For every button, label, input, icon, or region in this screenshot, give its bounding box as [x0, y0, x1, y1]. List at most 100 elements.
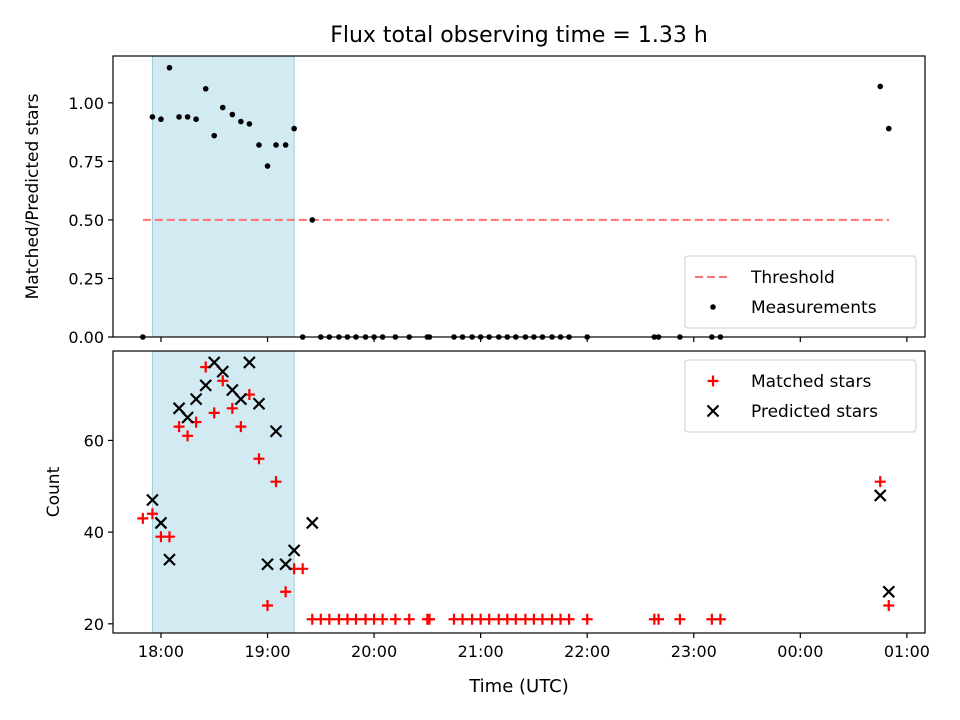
data-point-plus — [874, 476, 886, 488]
x-tick-label: 18:00 — [138, 642, 184, 661]
legend-marker-x — [706, 404, 720, 418]
data-point-x — [163, 553, 176, 566]
y-tick-label: 60 — [84, 431, 104, 450]
data-point-plus — [173, 421, 185, 433]
data-point-dot — [246, 121, 253, 127]
data-point-dot — [877, 83, 884, 90]
data-point-plus — [483, 613, 495, 625]
data-point-plus — [262, 599, 274, 611]
data-point-plus — [536, 613, 548, 625]
y-axis-label: Count — [44, 466, 64, 517]
data-point-x — [234, 392, 248, 406]
y-tick-label: 40 — [84, 523, 104, 542]
data-point-plus — [253, 453, 265, 465]
legend-label: Threshold — [750, 268, 835, 288]
data-point-plus — [350, 613, 362, 625]
x-tick-label: 23:00 — [671, 642, 717, 661]
data-point-plus — [377, 613, 389, 625]
data-point-x — [882, 585, 896, 599]
data-point-plus — [146, 508, 158, 520]
data-point-dot — [229, 111, 236, 118]
y-tick-label: 0.00 — [68, 328, 104, 347]
data-point-plus — [235, 421, 247, 433]
data-point-x — [261, 557, 274, 571]
data-point-x — [279, 557, 292, 571]
legend-marker-dot — [710, 304, 716, 310]
data-point-x — [189, 392, 203, 406]
ratio-panel: 0.00 0.25 0.50 0.75 1.00 Matched/Predicted st… — [23, 55, 926, 347]
data-point-plus — [423, 613, 435, 625]
plot-frame — [112, 350, 926, 634]
y-tick-label: 1.00 — [68, 94, 104, 113]
x-tick-label: 22:00 — [564, 642, 610, 661]
data-point-plus — [208, 407, 220, 419]
legend-box — [684, 359, 917, 433]
data-point-dot — [158, 116, 164, 123]
y-axis-label: Matched/Predicted stars — [23, 93, 43, 299]
legend-label: Predicted stars — [751, 402, 878, 422]
data-point-plus — [581, 613, 593, 625]
data-point-x — [287, 544, 301, 557]
y-tick-label: 20 — [84, 615, 104, 634]
data-point-plus — [163, 531, 175, 543]
data-point-plus — [714, 613, 726, 625]
data-point-plus — [137, 512, 149, 524]
y-tick-label: 0.50 — [68, 211, 104, 230]
data-point-plus — [270, 476, 282, 488]
data-point-plus — [883, 599, 895, 611]
data-point-plus — [389, 613, 401, 625]
data-point-x — [199, 379, 212, 392]
data-point-dot — [166, 64, 173, 71]
legend-label: Measurements — [751, 298, 877, 318]
data-point-plus — [323, 613, 335, 625]
data-point-dot — [149, 114, 156, 120]
data-point-dot — [202, 85, 209, 92]
data-point-plus — [457, 613, 469, 625]
data-point-x — [269, 424, 283, 438]
data-point-dot — [264, 163, 271, 169]
y-tick-label: 0.25 — [68, 269, 104, 288]
legend-label: Matched stars — [751, 372, 871, 392]
data-point-plus — [403, 613, 415, 625]
data-point-dot — [211, 132, 218, 139]
data-point-x — [216, 365, 230, 378]
data-point-plus — [510, 613, 522, 625]
data-point-x — [243, 356, 256, 369]
x-tick-label: 01:00 — [884, 642, 930, 661]
data-point-plus — [182, 430, 194, 442]
observing-span — [151, 350, 295, 634]
data-point-plus — [226, 402, 238, 414]
data-point-dot — [176, 114, 182, 120]
legend: Threshold Measurements — [684, 255, 917, 329]
observing-span — [151, 55, 295, 338]
x-tick-label: 21:00 — [458, 642, 504, 661]
y-tick-label: 0.75 — [68, 152, 104, 171]
data-point-dot — [309, 217, 316, 223]
x-tick-label: 00:00 — [777, 642, 823, 661]
plot-frame — [112, 55, 926, 338]
data-point-dot — [256, 142, 262, 148]
data-point-plus — [674, 613, 686, 625]
x-axis-label: Time (UTC) — [468, 676, 569, 697]
data-point-x — [146, 493, 159, 507]
x-tick-label: 20:00 — [351, 642, 397, 661]
data-point-plus — [217, 375, 229, 387]
data-point-x — [305, 516, 319, 530]
legend-marker-plus — [707, 375, 719, 387]
data-point-plus — [653, 613, 665, 625]
count-panel: 20 40 60 18:00 19:00 20:00 21:00 22:00 23:00 00:0… — [44, 350, 930, 661]
data-point-plus — [563, 613, 575, 625]
data-point-x — [252, 397, 266, 411]
data-point-dot — [184, 114, 191, 120]
data-point-x — [154, 516, 168, 530]
data-point-plus — [280, 586, 292, 598]
data-point-dot — [282, 142, 289, 148]
legend-box — [684, 255, 917, 329]
data-point-x — [873, 489, 887, 502]
data-point-dot — [193, 116, 199, 123]
data-point-dot — [885, 125, 892, 132]
data-point-dot — [273, 142, 279, 148]
data-point-plus — [297, 563, 309, 575]
x-tick-label: 19:00 — [244, 642, 290, 661]
